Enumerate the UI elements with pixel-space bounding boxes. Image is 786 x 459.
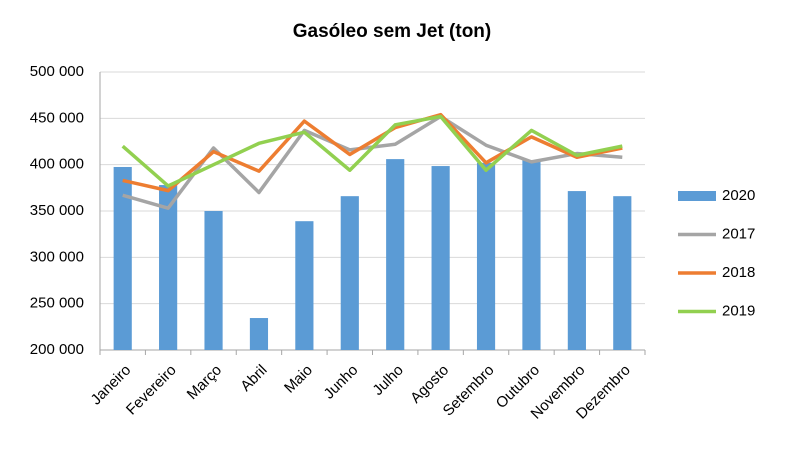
x-tick-label: Março <box>184 362 225 403</box>
y-tick-label: 200 000 <box>30 341 84 358</box>
bar <box>113 166 132 350</box>
bar <box>613 196 632 350</box>
legend-label: 2018 <box>722 264 755 281</box>
bar <box>522 160 541 350</box>
line <box>121 114 623 188</box>
bar <box>567 191 586 350</box>
bar <box>249 318 269 350</box>
bar <box>386 159 405 350</box>
bar <box>159 185 178 350</box>
line <box>122 114 623 210</box>
legend-label: 2020 <box>722 187 755 204</box>
y-tick-label: 400 000 <box>30 156 84 173</box>
bar <box>431 166 450 350</box>
bar <box>295 221 314 350</box>
line <box>122 112 623 193</box>
y-tick-label: 500 000 <box>30 63 84 80</box>
x-tick-label: Abril <box>237 362 270 395</box>
x-tick-label: Julho <box>369 362 406 399</box>
y-tick-label: 450 000 <box>30 109 84 126</box>
x-tick-label: Junho <box>321 362 362 403</box>
y-tick-label: 350 000 <box>30 202 84 219</box>
chart-title: Gasóleo sem Jet (ton) <box>293 21 492 42</box>
bar <box>476 162 496 350</box>
x-tick-label: Fevereiro <box>123 362 180 419</box>
bar <box>204 211 223 350</box>
x-tick-label: Maio <box>281 362 316 397</box>
bar <box>340 196 359 350</box>
legend-label: 2017 <box>722 225 755 242</box>
y-tick-label: 300 000 <box>30 248 84 265</box>
y-tick-label: 250 000 <box>30 295 84 312</box>
x-tick-label: Agosto <box>407 362 452 407</box>
legend-swatch <box>678 191 716 201</box>
legend-label: 2019 <box>722 302 755 319</box>
